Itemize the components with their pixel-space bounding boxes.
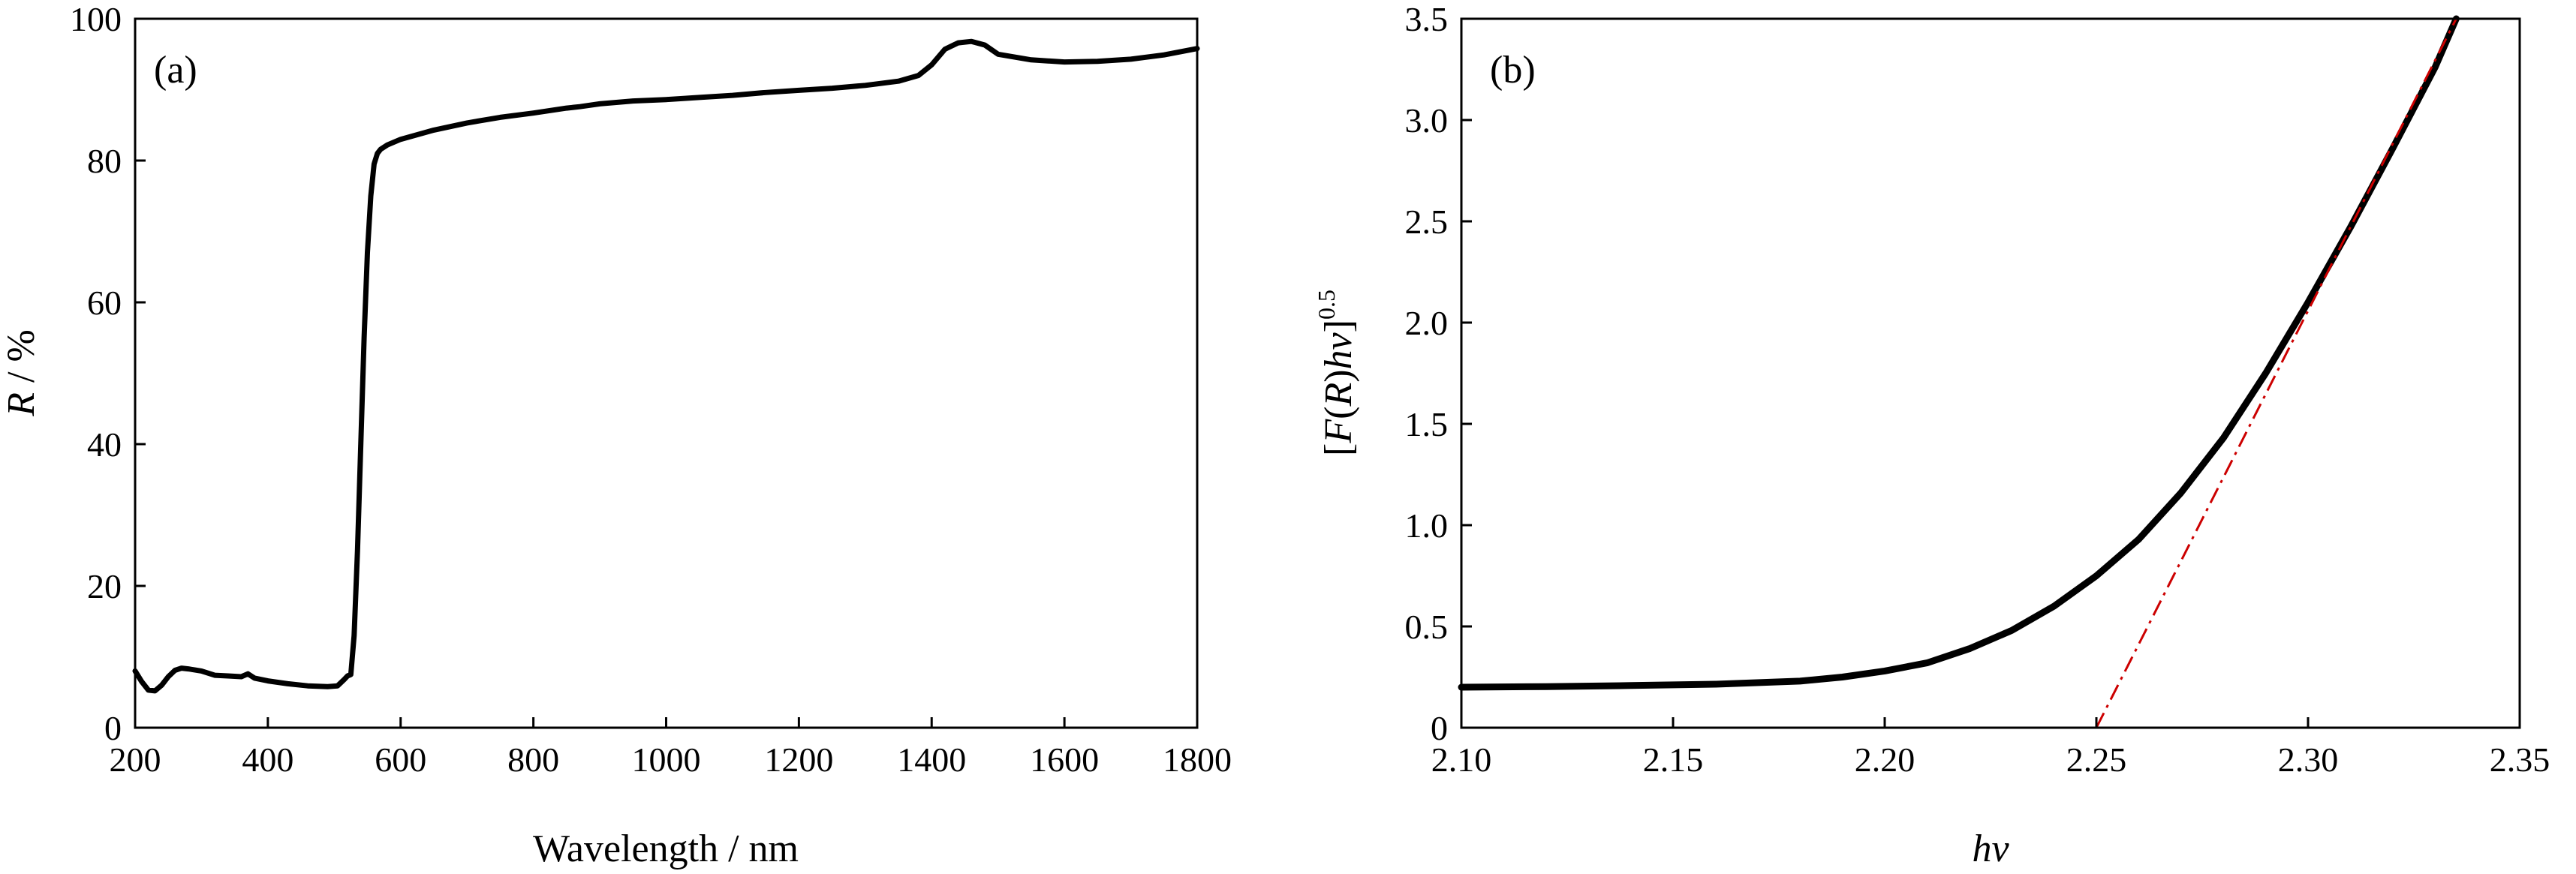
b-x-tick-label: 2.10 [1431, 740, 1492, 779]
a-y-tick-label: 60 [87, 284, 122, 322]
a-x-tick-label: 800 [507, 740, 559, 779]
b-y-tick-label: 3.0 [1405, 101, 1449, 140]
b-y-title-part-4: ) [1317, 369, 1360, 382]
b-tick-layer: 2.10 2.15 2.20 2.25 2.30 2.35 0 0.5 1.0 1.5 2.0 2.5… [1405, 0, 2550, 779]
panel-a-reflectance-chart: 200 400 600 800 1000 1200 1400 1600 1800 0 20 40 60 8… [0, 0, 1232, 870]
b-y-axis-title: [F(R)hv]0.5 [1313, 290, 1360, 456]
a-y-axis-title: R / % [0, 329, 43, 417]
b-curve-layer [1458, 15, 2460, 728]
a-plot-frame [134, 17, 1199, 729]
a-y-tick-label: 100 [70, 0, 122, 38]
b-y-title-part-1: F [1317, 419, 1360, 444]
panel-b-tauc-plot: 2.10 2.15 2.20 2.25 2.30 2.35 0 0.5 1.0 1.5 2.0 2.5… [1313, 0, 2550, 870]
a-x-tick-label: 400 [242, 740, 293, 779]
b-y-tick-label: 2.5 [1405, 203, 1449, 241]
b-y-title-part-0: [ [1317, 443, 1360, 456]
b-series-line [1458, 15, 2460, 691]
a-series-line [132, 38, 1200, 694]
b-y-title-exponent: 0.5 [1313, 290, 1340, 320]
a-y-axis-title-unit: / % [0, 329, 43, 392]
b-y-tick-label: 0.5 [1405, 608, 1449, 646]
b-x-tick-label: 2.35 [2490, 740, 2550, 779]
b-y-tick-label: 3.5 [1405, 0, 1449, 38]
b-y-tick-label: 2.0 [1405, 304, 1449, 342]
b-y-title-part-3: R [1317, 383, 1360, 407]
b-panel-label: (b) [1490, 49, 1536, 92]
b-y-title-part-6: ] [1317, 320, 1360, 332]
b-tangent-fit-line [2095, 18, 2457, 728]
b-x-tick-label: 2.20 [1855, 740, 1915, 779]
a-y-tick-label: 40 [87, 425, 122, 464]
a-x-tick-label: 600 [375, 740, 426, 779]
a-x-tick-label: 1400 [897, 740, 966, 779]
b-y-title-part-2: ( [1317, 407, 1360, 419]
b-y-title-part-5: hv [1317, 332, 1360, 369]
a-x-tick-label: 1800 [1163, 740, 1232, 779]
b-x-tick-label: 2.25 [2066, 740, 2127, 779]
a-x-tick-label: 1600 [1030, 740, 1099, 779]
a-x-tick-label: 1200 [764, 740, 833, 779]
a-y-tick-label: 20 [87, 567, 122, 605]
b-x-tick-label: 2.15 [1643, 740, 1704, 779]
a-x-tick-label: 200 [110, 740, 161, 779]
a-y-tick-label: 0 [104, 709, 122, 747]
a-panel-label: (a) [154, 49, 197, 92]
a-tick-layer: 200 400 600 800 1000 1200 1400 1600 1800 0 20 40 60 8… [70, 0, 1232, 779]
b-y-tick-label: 1.5 [1405, 405, 1449, 443]
a-y-axis-title-symbol: R [0, 392, 43, 417]
b-x-axis-title: hv [1972, 827, 2009, 870]
b-x-tick-label: 2.30 [2278, 740, 2339, 779]
b-plot-frame [1460, 17, 2521, 729]
b-y-tick-label: 0 [1431, 709, 1448, 747]
a-x-tick-label: 1000 [632, 740, 701, 779]
a-curve-layer [132, 38, 1200, 694]
a-y-tick-label: 80 [87, 142, 122, 180]
a-x-axis-title: Wavelength / nm [533, 827, 799, 870]
b-y-tick-label: 1.0 [1405, 506, 1449, 545]
